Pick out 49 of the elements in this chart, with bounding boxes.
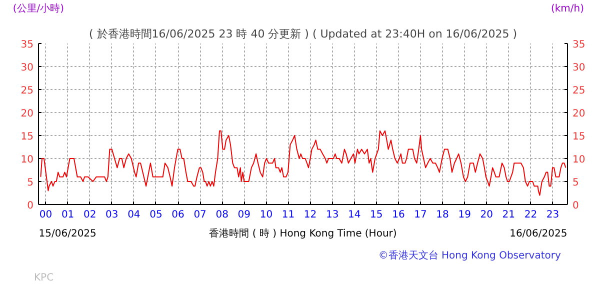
x-tick-label: 03 (106, 210, 118, 220)
x-tick-label: 15 (370, 210, 383, 220)
y-tick-label: 5 (27, 178, 34, 188)
text: KPC (34, 272, 54, 284)
x-tick-label: 17 (414, 210, 427, 220)
x-tick-label: 13 (326, 210, 339, 220)
y2-tick-label: 0 (572, 200, 579, 212)
y-tick-label: 30 (20, 62, 34, 74)
x-tick-label: 12 (304, 210, 317, 220)
y-tick-label: 10 (20, 154, 34, 166)
text: 16/06/2025 (510, 228, 568, 240)
x-tick-label: 19 (458, 210, 471, 220)
y2-tick-label: 15 (572, 132, 586, 142)
x-tick-label: 22 (524, 210, 538, 220)
x-tick-label: 20 (480, 210, 493, 220)
y-tick-label: 20 (20, 108, 34, 120)
x-tick-label: 06 (172, 210, 184, 220)
y-axis-title: (公里/小時) (12, 2, 64, 14)
line-series (40, 130, 566, 196)
y2-tick-label: 5 (572, 178, 579, 188)
x-tick-label: 07 (194, 210, 206, 220)
x-tick-label: 08 (216, 210, 228, 220)
x-tick-label: 10 (260, 210, 273, 220)
x-tick-label: 14 (348, 210, 361, 220)
y-tick-label: 35 (20, 40, 34, 50)
x-tick-label: 02 (83, 210, 96, 220)
y2-tick-label: 25 (572, 86, 586, 96)
x-tick-label: 01 (61, 210, 74, 220)
y2-tick-label: 10 (572, 154, 586, 166)
x-tick-label: 16 (392, 210, 405, 220)
x-axis-title: 香港時間 ( 時 ) Hong Kong Time (Hour) (209, 228, 397, 240)
y-tick-label: 0 (27, 200, 34, 212)
x-tick-label: 04 (128, 210, 140, 220)
x-tick-label: 18 (436, 210, 449, 220)
y-tick-label: 15 (20, 132, 34, 142)
y2-tick-label: 30 (572, 62, 586, 74)
x-tick-label: 23 (546, 210, 560, 220)
chart-title: ( 於香港時間16/06/2025 23 時 40 分更新 ) ( Updated at 23:40H on 16/06/2025 ) (89, 28, 517, 40)
y2-tick-label: 35 (572, 40, 586, 50)
x-tick-label: 21 (502, 210, 516, 220)
text: 15/06/2025 (38, 228, 96, 240)
y-tick-label: 25 (20, 86, 34, 96)
x-tick-label: 09 (238, 210, 251, 220)
x-tick-label: 00 (39, 210, 52, 220)
x-tick-label: 05 (150, 210, 162, 220)
y2-tick-label: 20 (572, 108, 586, 120)
x-tick-label: 11 (282, 210, 295, 220)
text: ©香港天文台 Hong Kong Observatory (378, 250, 561, 262)
y2-axis-title: (km/h) (550, 4, 584, 14)
